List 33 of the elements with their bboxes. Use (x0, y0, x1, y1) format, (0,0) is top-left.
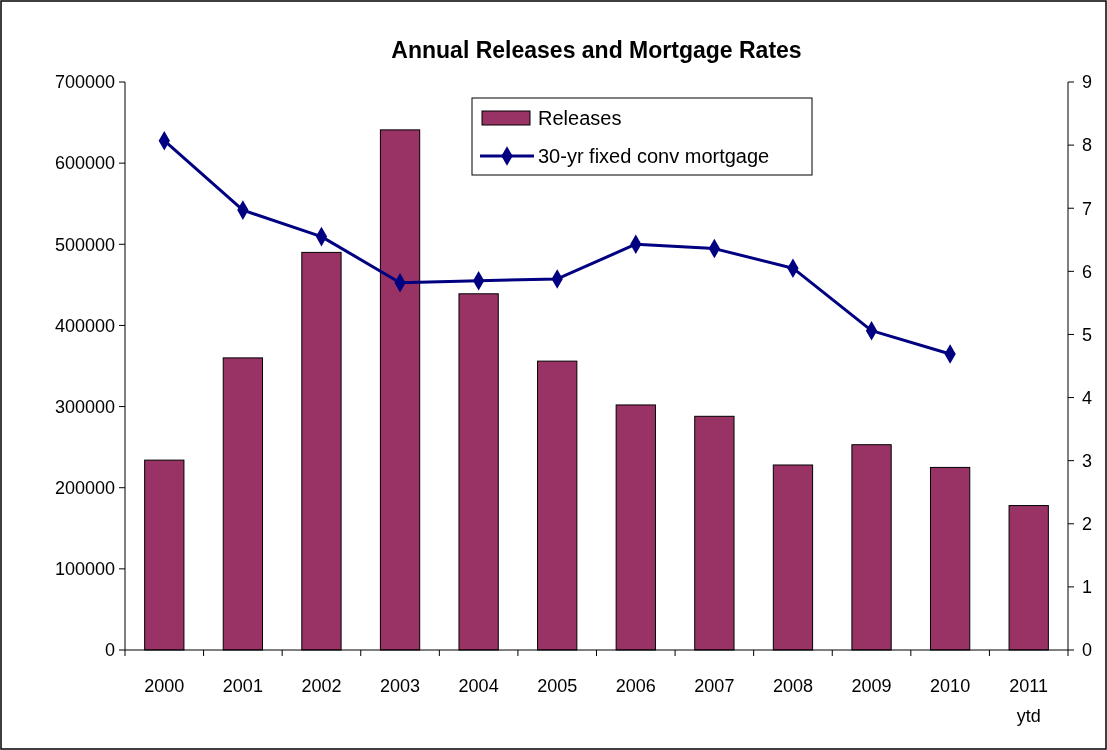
y-tick-label: 0 (104, 640, 115, 661)
y2-tick-label: 8 (1082, 135, 1093, 156)
x-tick-label: 2006 (615, 676, 656, 696)
y2-tick-label: 0 (1082, 640, 1093, 661)
legend-label: Releases (538, 107, 622, 129)
x-tick-label: 2000 (144, 676, 185, 696)
y-tick-label: 100000 (54, 559, 115, 580)
y-tick-label: 400000 (54, 315, 115, 336)
x-tick-label: 2011 ytd (1009, 676, 1049, 726)
x-tick-label: 2002 (301, 676, 342, 696)
x-tick-label: 2004 (458, 676, 499, 696)
x-tick-label: 2007 (694, 676, 735, 696)
y2-tick-label: 1 (1082, 577, 1093, 598)
x-tick-label: 2001 (222, 676, 263, 696)
y2-tick-label: 7 (1082, 198, 1093, 219)
y2-tick-label: 3 (1082, 450, 1093, 471)
y-tick-label: 300000 (54, 396, 115, 417)
y-tick-label: 500000 (54, 234, 115, 255)
x-tick-label: 2005 (537, 676, 578, 696)
x-tick-label: 2010 (930, 676, 971, 696)
y2-tick-label: 9 (1082, 72, 1093, 93)
x-tick-label: 2009 (851, 676, 892, 696)
y-tick-label: 700000 (54, 72, 115, 93)
y-tick-label: 200000 (54, 478, 115, 499)
y2-tick-label: 2 (1082, 514, 1093, 535)
y-tick-label: 600000 (54, 153, 115, 174)
y2-tick-label: 5 (1082, 324, 1093, 345)
legend-label: 30-yr fixed conv mortgage (538, 145, 770, 167)
x-tick-label: 2008 (772, 676, 813, 696)
x-tick-label: 2003 (380, 676, 421, 696)
chart-title: Annual Releases and Mortgage Rates (391, 37, 802, 63)
y2-tick-label: 4 (1082, 387, 1093, 408)
y2-tick-label: 6 (1082, 261, 1093, 282)
